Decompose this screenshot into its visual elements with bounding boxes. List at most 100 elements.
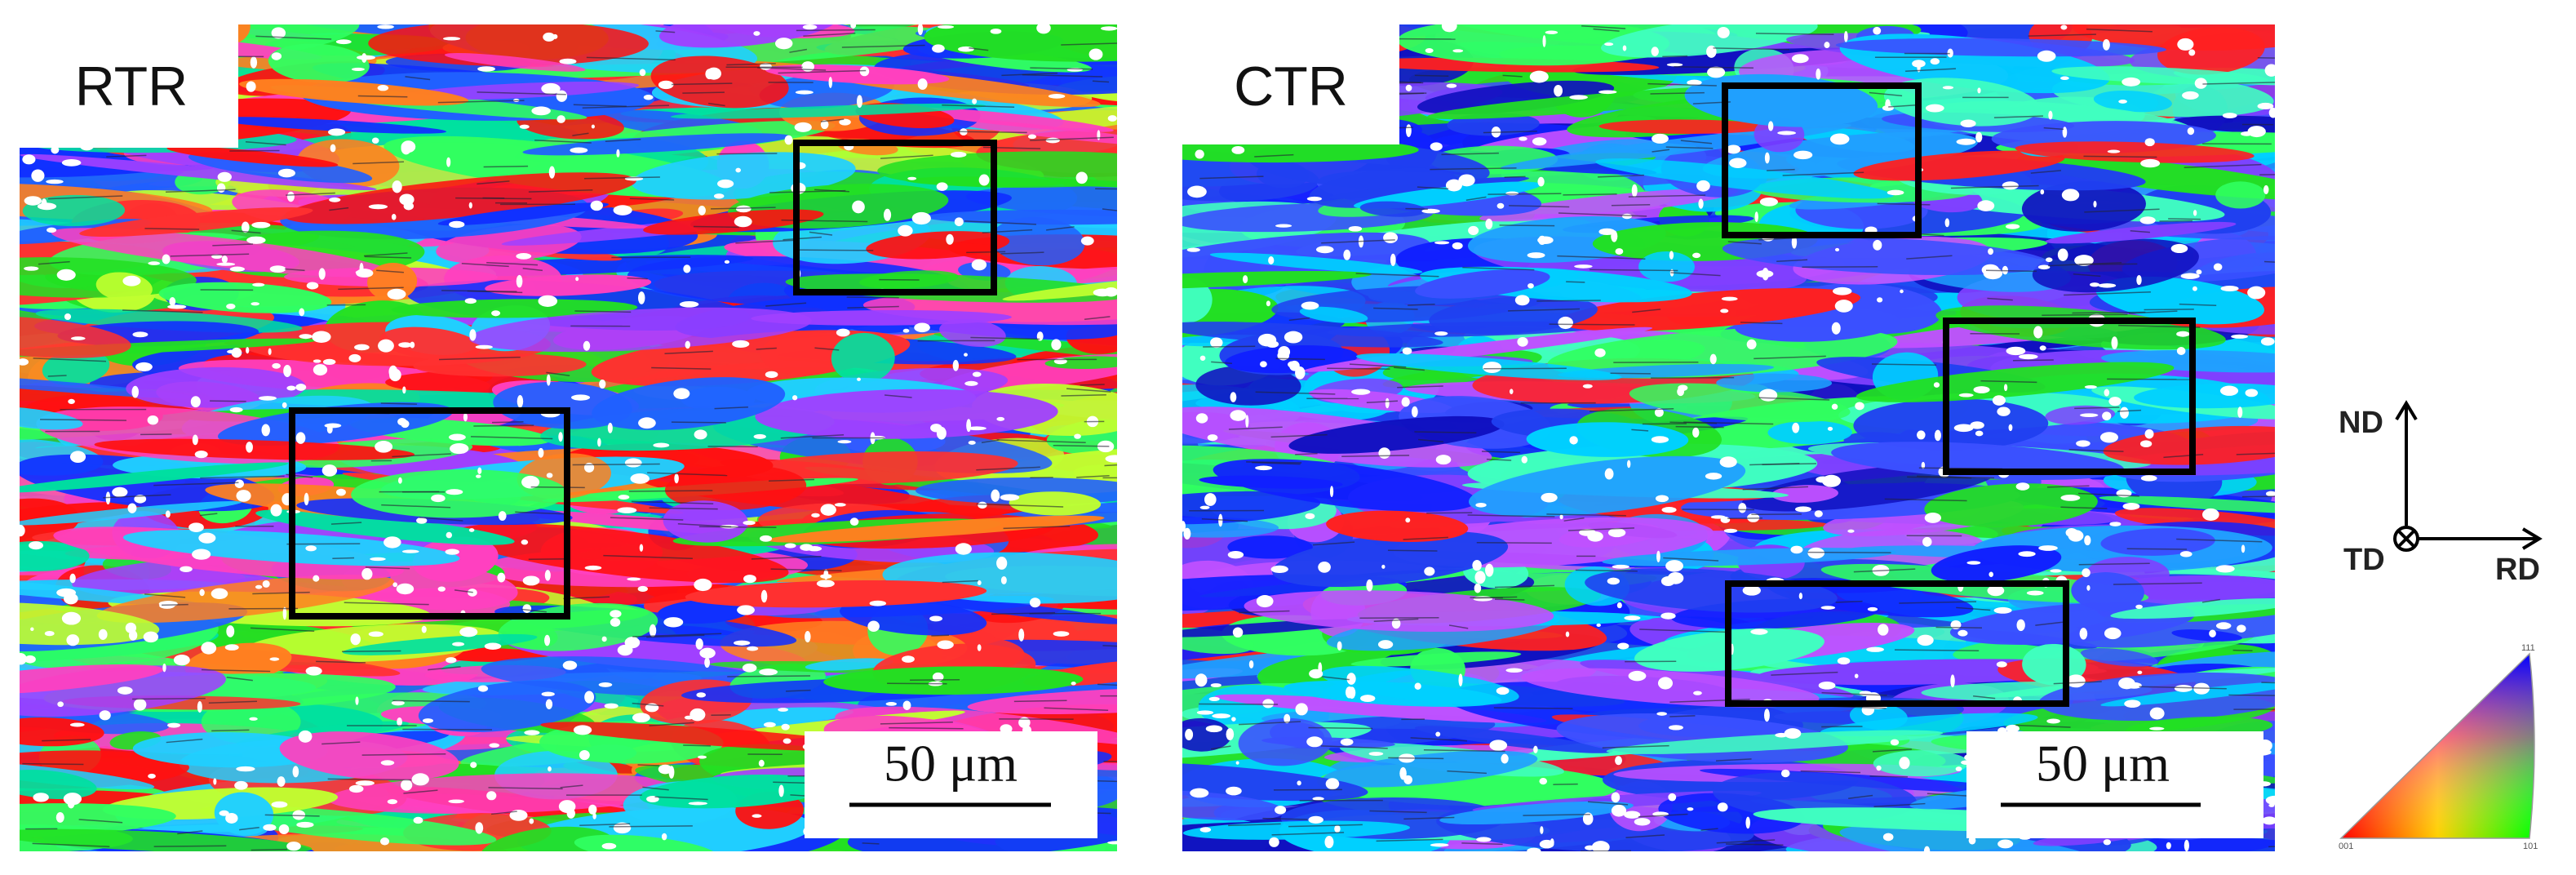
unindexed-spot [685, 340, 690, 349]
boundary [2043, 127, 2064, 131]
unindexed-spot [255, 584, 263, 589]
unindexed-spot [1256, 595, 1274, 608]
unindexed-spot [1235, 761, 1239, 765]
unindexed-spot [30, 627, 34, 632]
boundary [649, 722, 694, 726]
unindexed-spot [224, 644, 239, 651]
grain [20, 406, 83, 430]
boundary [814, 347, 840, 351]
unindexed-spot [541, 82, 561, 95]
unindexed-spot [1687, 807, 1694, 811]
unindexed-spot [1917, 634, 1934, 646]
unindexed-spot [1036, 24, 1051, 34]
arrow-head [2395, 400, 2418, 421]
unindexed-spot [2086, 584, 2091, 591]
unindexed-spot [610, 617, 621, 627]
unindexed-spot [2111, 336, 2118, 349]
boundary [144, 593, 186, 598]
unindexed-spot [1539, 778, 1548, 785]
unindexed-spot [1611, 792, 1621, 803]
boundary [2078, 492, 2139, 497]
unindexed-spot [2241, 544, 2246, 553]
boundary [796, 29, 876, 32]
grain [20, 803, 176, 838]
boundary [765, 302, 807, 307]
unindexed-spot [713, 193, 725, 199]
unindexed-spot [2215, 565, 2235, 573]
unindexed-spot [907, 176, 917, 180]
unindexed-spot [2018, 353, 2038, 360]
unindexed-spot [613, 822, 632, 834]
unindexed-spot [450, 442, 469, 455]
grain [1935, 305, 2226, 350]
unindexed-spot [122, 275, 141, 286]
unindexed-spot [1324, 836, 1334, 849]
boundary [2184, 163, 2262, 169]
grain [2171, 629, 2242, 642]
unindexed-spot [475, 822, 484, 834]
unindexed-spot [305, 666, 322, 676]
boundary [2074, 406, 2120, 410]
unindexed-spot [1942, 86, 1954, 90]
unindexed-spot [2245, 389, 2259, 398]
unindexed-spot [1405, 124, 1412, 137]
unindexed-spot [575, 277, 579, 282]
unindexed-spot [1205, 725, 1223, 733]
unindexed-spot [361, 53, 367, 63]
unindexed-spot [598, 682, 613, 687]
grain [663, 500, 748, 543]
unindexed-spot [299, 308, 305, 317]
unindexed-spot [1348, 686, 1356, 700]
unindexed-spot [1866, 646, 1884, 652]
boundary [683, 744, 712, 747]
boundary [1662, 55, 1688, 58]
unindexed-spot [380, 837, 390, 846]
unindexed-spot [69, 722, 85, 727]
unindexed-spot [194, 450, 208, 459]
unindexed-spot [298, 730, 313, 743]
boundary [491, 420, 524, 424]
unindexed-spot [201, 642, 217, 655]
unindexed-spot [1922, 536, 1932, 547]
boundary [769, 478, 815, 482]
boundary [1665, 146, 1714, 149]
boundary [1102, 645, 1117, 647]
unindexed-spot [1843, 31, 1848, 42]
boundary [1376, 838, 1443, 842]
unindexed-spot [544, 570, 551, 581]
unindexed-spot [211, 588, 228, 600]
unindexed-spot [521, 475, 540, 489]
boundary [889, 726, 964, 730]
unindexed-spot [800, 544, 814, 551]
unindexed-spot [1212, 713, 1231, 719]
unindexed-spot [617, 507, 637, 513]
boundary [757, 67, 827, 71]
boundary [1092, 80, 1110, 83]
unindexed-spot [1565, 631, 1570, 637]
boundary [364, 255, 412, 259]
unindexed-spot [173, 654, 190, 666]
boundary [2268, 846, 2275, 848]
unindexed-spot [1529, 70, 1549, 83]
unindexed-spot [791, 395, 798, 401]
grain [22, 194, 126, 227]
grain [20, 664, 164, 695]
unindexed-spot [1346, 673, 1356, 685]
unindexed-spot [188, 522, 204, 532]
grain [2110, 598, 2275, 620]
unindexed-spot [269, 265, 286, 273]
boundary [1104, 464, 1117, 467]
grain [1299, 306, 1368, 323]
unindexed-spot [1742, 585, 1761, 596]
unindexed-spot [236, 766, 255, 772]
boundary [210, 400, 246, 402]
grain [1883, 78, 2040, 127]
boundary [1800, 770, 1861, 774]
boundary [1985, 269, 2037, 273]
boundary [1211, 361, 1232, 364]
unindexed-spot [1185, 728, 1194, 741]
unindexed-spot [377, 85, 389, 91]
grain [214, 792, 274, 836]
unindexed-spot [421, 625, 427, 633]
boundary [1410, 737, 1467, 742]
